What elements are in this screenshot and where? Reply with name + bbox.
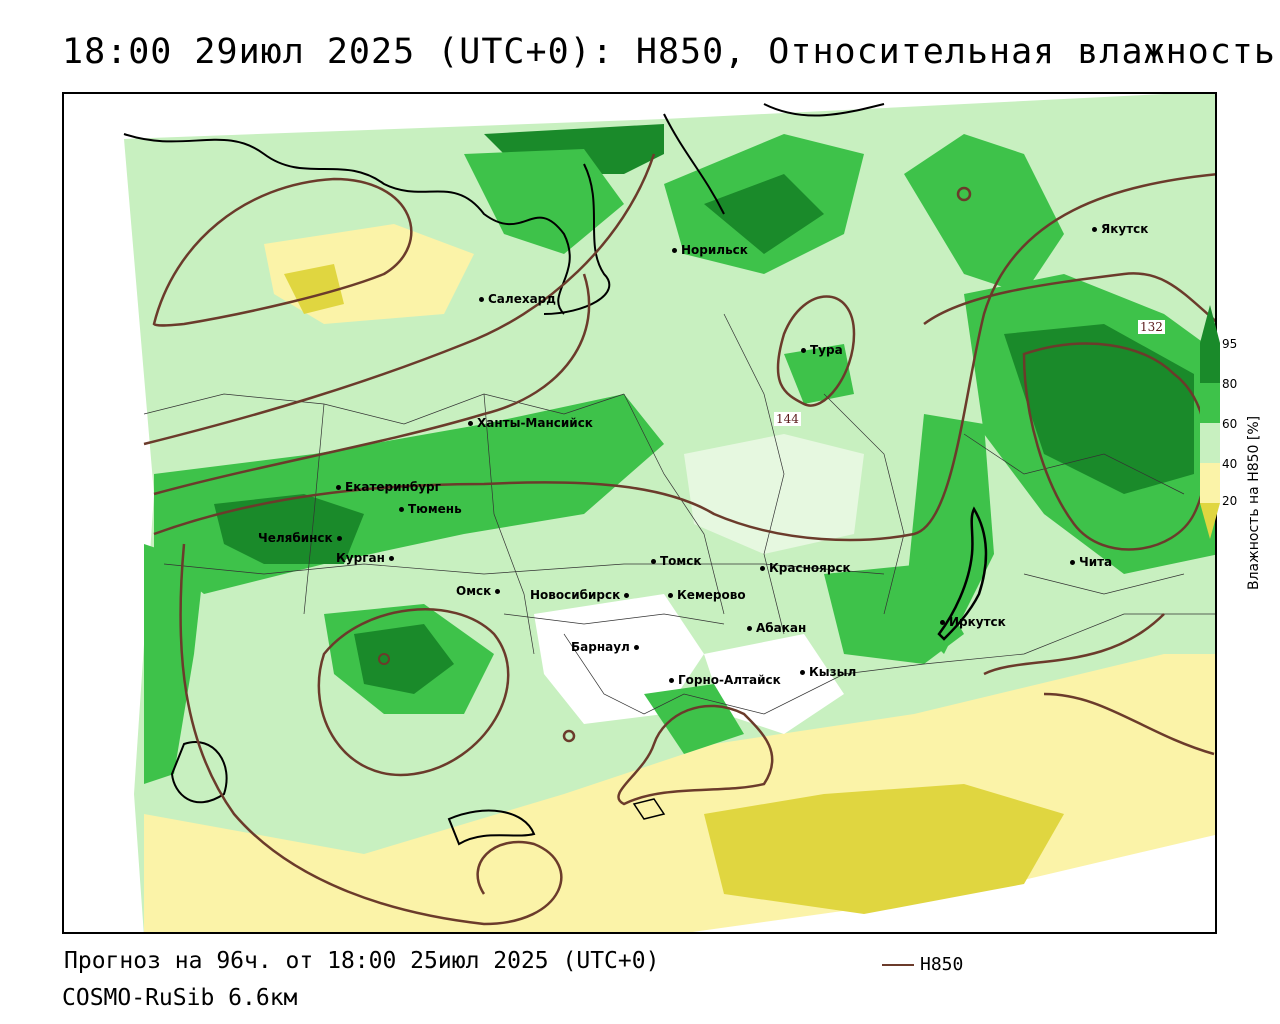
legend-tick-20: 20 bbox=[1222, 494, 1238, 508]
lake-southwest bbox=[170, 741, 228, 804]
city-yakutsk: Якутск bbox=[1092, 222, 1148, 236]
humidity-80-yamal bbox=[464, 149, 624, 254]
city-tura: Тура bbox=[801, 343, 843, 357]
humidity-80-band-southwest bbox=[144, 544, 204, 784]
coastline bbox=[123, 103, 885, 315]
isoline-altai bbox=[617, 704, 774, 806]
humidity-95-norilsk bbox=[704, 174, 824, 254]
lake-balkhash bbox=[447, 809, 536, 846]
isoline-label-132: 132 bbox=[1138, 320, 1165, 334]
city-krasnoyarsk: Красноярск bbox=[760, 561, 851, 575]
humidity-95-chelyabinsk bbox=[214, 494, 364, 564]
legend-title: Влажность на H850 [%] bbox=[1246, 415, 1262, 590]
isoline-small-omsk bbox=[378, 653, 390, 665]
lake-baikal bbox=[937, 506, 988, 641]
humidity-80-irkutsk bbox=[824, 564, 964, 664]
legend-tick-60: 60 bbox=[1222, 417, 1238, 431]
isoline-east-low bbox=[1022, 342, 1209, 551]
legend-arrow-top bbox=[1200, 305, 1220, 343]
city-chelyabinsk: Челябинск bbox=[258, 531, 346, 545]
city-omsk: Омск bbox=[456, 584, 504, 598]
legend-band-40 bbox=[1200, 463, 1220, 503]
city-chita: Чита bbox=[1070, 555, 1112, 569]
isoline-southwest bbox=[179, 543, 563, 926]
city-irkutsk: Иркутск bbox=[940, 615, 1006, 629]
city-salekhard: Салехард bbox=[479, 292, 556, 306]
humidity-95-omsk-south bbox=[354, 624, 454, 694]
humidity-95-east bbox=[1004, 324, 1194, 494]
map-title: 18:00 29июл 2025 (UTC+0): H850, Относите… bbox=[62, 32, 1276, 72]
city-kemerovo: Кемерово bbox=[668, 588, 746, 602]
isoline-omsk-low bbox=[317, 608, 510, 777]
city-ekaterinburg: Екатеринбург bbox=[336, 480, 441, 494]
isoline-small-northeast bbox=[956, 186, 972, 202]
city-barnaul: Барнаул bbox=[571, 640, 643, 654]
h850-isolines bbox=[143, 153, 1215, 926]
legend-tick-95: 95 bbox=[1222, 337, 1238, 351]
legend-arrow-bottom bbox=[1200, 503, 1220, 539]
city-khanty-mansiysk: Ханты-Мансийск bbox=[468, 416, 593, 430]
humidity-10-region bbox=[704, 784, 1064, 914]
color-legend bbox=[1200, 305, 1220, 539]
isoline-small-south bbox=[562, 729, 576, 743]
city-abakan: Абакан bbox=[747, 621, 806, 635]
humidity-10-region-north bbox=[284, 264, 344, 314]
isoline-north-1 bbox=[143, 153, 656, 446]
humidity-40-region-2 bbox=[704, 634, 844, 734]
city-gorno-altaysk: Горно-Алтайск bbox=[669, 673, 781, 687]
isoline-legend: H850 bbox=[882, 954, 963, 975]
city-tyumen: Тюмень bbox=[399, 502, 462, 516]
city-norilsk: Норильск bbox=[672, 243, 748, 257]
admin-borders bbox=[143, 313, 1215, 715]
legend-band-95 bbox=[1200, 343, 1220, 383]
legend-band-60 bbox=[1200, 423, 1220, 463]
legend-tick-40: 40 bbox=[1222, 457, 1238, 471]
city-kyzyl: Кызыл bbox=[800, 665, 856, 679]
map-area: 144 132 Якутск Норильск Салехард Тура Ха… bbox=[62, 92, 1217, 934]
city-novosibirsk: Новосибирск bbox=[530, 588, 633, 602]
forecast-info: Прогноз на 96ч. от 18:00 25июл 2025 (UTC… bbox=[64, 948, 660, 974]
humidity-50-region bbox=[684, 434, 864, 554]
isoline-central bbox=[153, 173, 1215, 542]
lake-small bbox=[632, 798, 666, 820]
isoline-northwest bbox=[152, 177, 413, 327]
isoline-east-1 bbox=[923, 272, 1215, 326]
isoline-swatch bbox=[882, 964, 914, 966]
city-kurgan: Курган bbox=[336, 551, 398, 565]
isoline-label-144: 144 bbox=[774, 412, 801, 426]
humidity-map bbox=[64, 94, 1215, 932]
isoline-chita bbox=[983, 613, 1165, 676]
city-tomsk: Томск bbox=[651, 554, 702, 568]
model-name: COSMO-RuSib 6.6км bbox=[62, 985, 298, 1011]
isoline-north-2 bbox=[153, 273, 591, 496]
legend-band-80 bbox=[1200, 383, 1220, 423]
isoline-southeast bbox=[1043, 692, 1215, 756]
isoline-tura-high bbox=[776, 295, 856, 407]
legend-tick-80: 80 bbox=[1222, 377, 1238, 391]
humidity-80-northeast bbox=[904, 134, 1064, 294]
